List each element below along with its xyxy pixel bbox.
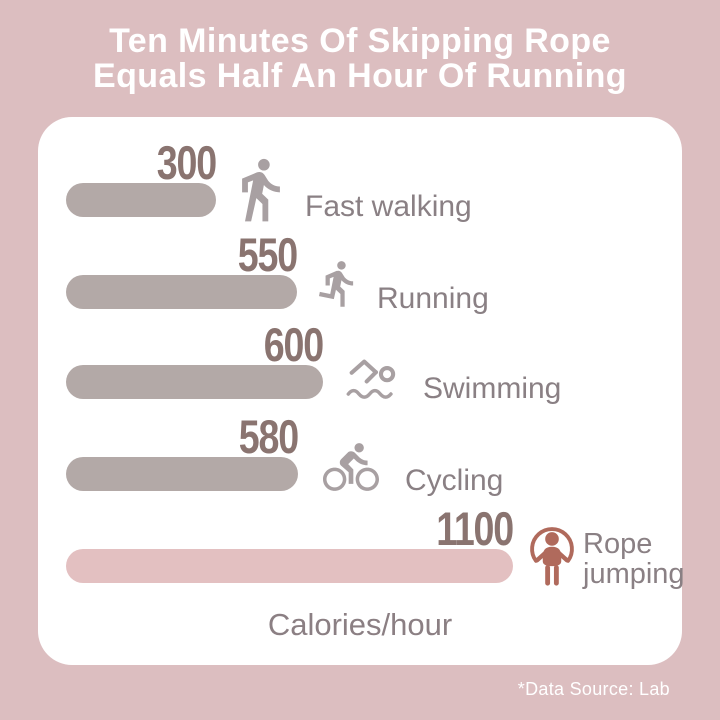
category-label-running: Running bbox=[377, 282, 489, 315]
rope-jumping-icon bbox=[528, 520, 576, 590]
cycling-icon bbox=[323, 443, 379, 491]
x-axis-label: Calories/hour bbox=[267, 607, 453, 642]
infographic-title: Ten Minutes Of Skipping Rope Equals Half… bbox=[0, 24, 720, 94]
bar-cycling bbox=[66, 457, 298, 491]
chart-row-rope-jumping: 1100 Rope jumping bbox=[66, 505, 685, 589]
bar-swimming bbox=[66, 365, 323, 399]
bar-column: 1100 bbox=[66, 505, 514, 583]
category-label-cycling: Cycling bbox=[405, 464, 504, 497]
chart-card: 300 Fast walking 550 Running 600 bbox=[38, 117, 685, 665]
category-label-line-1: Rope bbox=[583, 528, 653, 560]
walking-icon bbox=[240, 158, 282, 222]
chart-row-cycling: 580 Cycling bbox=[66, 413, 503, 496]
bar-rope-jumping bbox=[66, 549, 513, 583]
value-label-rope-jumping: 1100 bbox=[436, 502, 514, 555]
bar-column: 580 bbox=[66, 413, 299, 491]
value-label-cycling: 580 bbox=[238, 410, 299, 463]
bar-column: 300 bbox=[66, 139, 217, 217]
category-label-rope-jumping: Rope jumping bbox=[583, 529, 685, 589]
bar-column: 550 bbox=[66, 231, 298, 309]
chart-row-running: 550 Running bbox=[66, 231, 489, 314]
running-icon bbox=[318, 261, 362, 307]
bar-fast-walking bbox=[66, 183, 216, 217]
chart-row-fast-walking: 300 Fast walking bbox=[66, 139, 472, 222]
value-label-swimming: 600 bbox=[263, 318, 324, 371]
bar-running bbox=[66, 275, 297, 309]
title-line-2: Equals Half An Hour Of Running bbox=[93, 57, 627, 95]
data-source-note: *Data Source: Lab bbox=[517, 679, 670, 699]
category-label-fast-walking: Fast walking bbox=[305, 190, 472, 223]
chart-row-swimming: 600 Swimming bbox=[66, 321, 561, 404]
category-label-line-2: jumping bbox=[583, 558, 685, 590]
swimming-icon bbox=[342, 357, 404, 402]
bar-column: 600 bbox=[66, 321, 324, 399]
category-label-swimming: Swimming bbox=[423, 372, 562, 405]
value-label-fast-walking: 300 bbox=[156, 136, 217, 189]
value-label-running: 550 bbox=[237, 228, 298, 281]
title-line-1: Ten Minutes Of Skipping Rope bbox=[109, 22, 611, 60]
